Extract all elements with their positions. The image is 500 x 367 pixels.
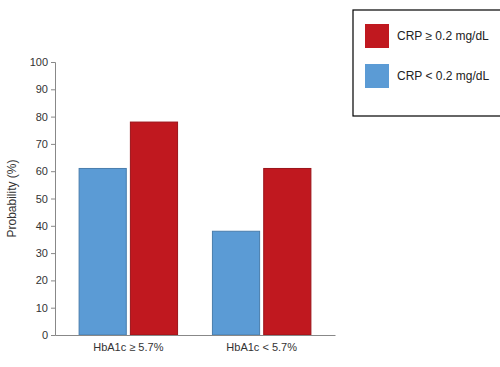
y-tick-label: 40	[36, 220, 48, 232]
y-tick-label: 20	[36, 274, 48, 286]
legend-label: CRP ≥ 0.2 mg/dL	[397, 29, 489, 43]
y-tick-label: 0	[42, 329, 48, 341]
y-axis: 0 10 20 30 40 50 60 70 80 90 100	[30, 56, 56, 341]
y-tick-mark	[51, 62, 55, 63]
y-tick: 10	[36, 302, 55, 314]
y-tick-mark	[51, 253, 55, 254]
legend-swatch	[365, 64, 389, 88]
x-tick-label: HbA1c ≥ 5.7%	[93, 341, 163, 353]
legend-label: CRP < 0.2 mg/dL	[397, 69, 489, 83]
y-tick: 90	[36, 83, 55, 95]
legend: CRP ≥ 0.2 mg/dL CRP < 0.2 mg/dL	[353, 10, 500, 116]
x-axis-line	[56, 335, 336, 336]
chart: 0102030405060708090100HbA1c ≥ 5.7%HbA1c …	[0, 0, 500, 367]
bars	[79, 122, 311, 335]
y-tick-label: 60	[36, 165, 48, 177]
y-tick: 80	[36, 111, 55, 123]
bar	[264, 168, 311, 335]
y-tick: 50	[36, 193, 55, 205]
bar	[130, 122, 177, 335]
x-tick: HbA1c < 5.7%	[226, 335, 297, 353]
y-tick-mark	[51, 144, 55, 145]
y-tick-mark	[51, 171, 55, 172]
y-tick-label: 10	[36, 302, 48, 314]
y-tick-label: 50	[36, 193, 48, 205]
y-tick-mark	[51, 199, 55, 200]
y-tick: 20	[36, 274, 55, 286]
x-tick-label: HbA1c < 5.7%	[226, 341, 297, 353]
y-tick: 70	[36, 138, 55, 150]
y-axis-title: Probability (%)	[5, 159, 19, 237]
y-tick-label: 70	[36, 138, 48, 150]
y-tick-mark	[51, 280, 55, 281]
y-tick: 60	[36, 165, 55, 177]
x-axis: HbA1c ≥ 5.7% HbA1c < 5.7%	[56, 335, 336, 353]
x-tick: HbA1c ≥ 5.7%	[93, 335, 163, 353]
y-tick-mark	[51, 335, 55, 336]
legend-swatch	[365, 24, 389, 48]
bar	[79, 168, 126, 335]
y-tick-label: 80	[36, 111, 48, 123]
y-tick-mark	[51, 226, 55, 227]
y-tick-mark	[51, 117, 55, 118]
y-axis-line	[51, 63, 56, 336]
y-tick: 0	[42, 329, 55, 341]
y-tick: 40	[36, 220, 55, 232]
y-tick-label: 90	[36, 83, 48, 95]
y-tick-mark	[51, 89, 55, 90]
y-tick-label: 30	[36, 247, 48, 259]
y-tick: 100	[30, 56, 55, 68]
bar	[212, 231, 259, 335]
y-tick-label: 100	[30, 56, 48, 68]
y-tick: 30	[36, 247, 55, 259]
y-tick-mark	[51, 308, 55, 309]
legend-box	[353, 10, 500, 116]
plot: 0102030405060708090100HbA1c ≥ 5.7%HbA1c …	[30, 56, 336, 353]
